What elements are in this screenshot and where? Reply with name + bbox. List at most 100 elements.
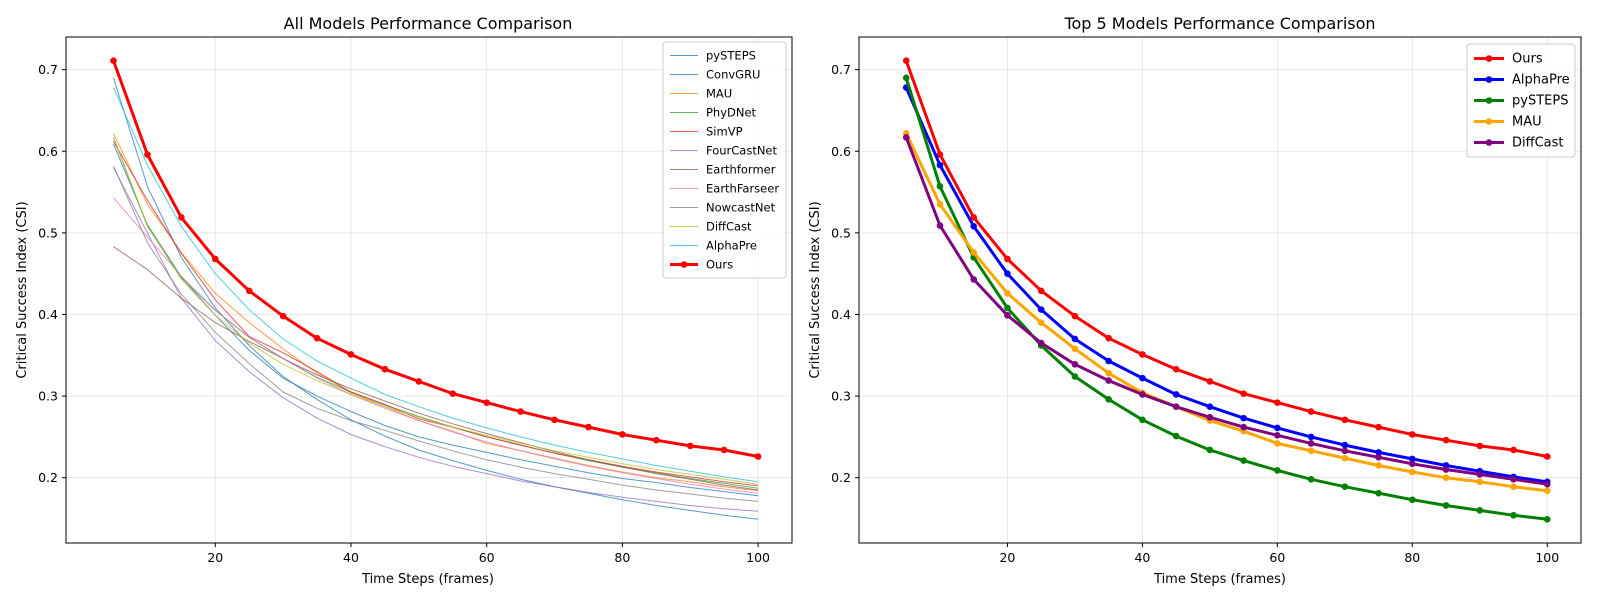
right-chart-xlabel: Time Steps (frames)	[1153, 572, 1286, 587]
right-chart-point-mau	[1105, 369, 1112, 377]
left-chart-legend-item: Earthformer	[670, 163, 776, 177]
left-chart-legend-label: EarthFarseer	[706, 182, 779, 196]
left-chart-legend-item: DiffCast	[670, 220, 752, 234]
left-chart-legend-label: Ours	[706, 258, 733, 272]
right-chart-point-ours	[1139, 351, 1146, 358]
right-chart-ytick-label: 0.6	[831, 144, 851, 159]
right-chart-point-alphapre	[1274, 424, 1281, 432]
right-chart-point-pysteps	[1071, 373, 1079, 380]
left-chart-point-ours	[449, 390, 457, 397]
left-chart-ytick-label: 0.4	[38, 307, 58, 322]
right-chart-legend-label: pySTEPS	[1512, 94, 1568, 109]
left-chart-point-ours	[619, 431, 626, 438]
left-chart-legend-item: PhyDNet	[670, 106, 757, 120]
left-chart-series-alphapre	[113, 87, 759, 483]
left-chart-point-ours	[652, 436, 660, 444]
left-chart-line-convgru	[113, 143, 759, 497]
right-chart-series-ours	[902, 57, 1551, 460]
right-chart-point-alphapre	[1240, 414, 1247, 422]
left-chart-point-ours	[211, 255, 219, 263]
left-chart-point-ours	[347, 351, 355, 358]
right-chart-point-diffcast	[1037, 339, 1045, 347]
left-chart-legend-label: pySTEPS	[706, 49, 756, 63]
right-chart-point-ours	[1307, 408, 1315, 415]
right-chart-point-ours	[1341, 416, 1349, 424]
left-chart-legend-box	[662, 41, 787, 279]
right-chart-point-alphapre	[1206, 403, 1214, 411]
right-chart-point-pysteps	[1341, 483, 1349, 490]
right-chart-legend-marker	[1485, 76, 1493, 83]
right-chart-series-alphapre	[902, 84, 1551, 486]
right-chart-point-pysteps	[1240, 457, 1247, 464]
right-chart-line-alphapre	[904, 87, 1548, 484]
left-chart-legend-item: ConvGRU	[670, 68, 760, 82]
right-chart-legend-label: AlphaPre	[1512, 73, 1570, 88]
right-chart-legend-item: pySTEPS	[1474, 94, 1568, 109]
right-chart-point-mau	[970, 249, 978, 256]
right-chart-legend-item: AlphaPre	[1474, 73, 1570, 88]
left-chart-line-simvp	[113, 141, 759, 487]
left-chart-series-fourcastnet	[113, 167, 759, 512]
right-chart-point-mau	[1375, 462, 1382, 469]
right-chart-point-ours	[1476, 442, 1484, 450]
right-chart-line-pysteps	[904, 77, 1548, 521]
right-chart-point-diffcast	[1206, 414, 1214, 421]
left-chart-legend-label: ConvGRU	[706, 68, 760, 82]
right-chart-point-ours	[1375, 423, 1382, 431]
right-chart-point-alphapre	[936, 161, 944, 169]
right-chart-point-alphapre	[1071, 335, 1079, 343]
left-chart-legend-label: FourCastNet	[706, 144, 778, 158]
right-chart-point-diffcast	[1071, 360, 1079, 368]
right-chart-legend-marker	[1485, 139, 1493, 146]
right-chart-point-pysteps	[1375, 489, 1382, 497]
right-chart-point-pysteps	[1543, 516, 1551, 523]
right-chart-point-alphapre	[1105, 357, 1112, 365]
right-chart-point-pysteps	[902, 74, 910, 82]
left-chart-point-ours	[483, 399, 490, 406]
left-chart-legend-label: Earthformer	[706, 163, 776, 177]
right-chart-title: Top 5 Models Performance Comparison	[1063, 14, 1375, 33]
right-chart-point-diffcast	[1510, 476, 1517, 483]
left-chart-legend-item: EarthFarseer	[670, 182, 779, 196]
left-chart-legend-item: SimVP	[670, 125, 743, 139]
left-chart-point-ours	[110, 57, 117, 64]
left-chart-series-convgru	[113, 143, 759, 497]
right-chart-legend-label: Ours	[1512, 52, 1543, 67]
right-chart-point-pysteps	[1476, 507, 1484, 514]
left-chart-line-pysteps	[113, 77, 759, 520]
right-chart-point-diffcast	[1375, 454, 1382, 461]
right-chart-point-ours	[1071, 312, 1079, 320]
right-chart-legend-item: MAU	[1474, 115, 1542, 130]
right-chart-ytick-label: 0.7	[831, 62, 851, 77]
right-chart-ticks: 20 40 60 80 100 0.2 0.3 0.4 0.5 0.6 0.7	[831, 62, 1559, 565]
left-chart-ytick-label: 0.5	[38, 225, 58, 240]
right-chart-point-mau	[1409, 468, 1416, 476]
right-chart-point-mau	[1341, 454, 1349, 462]
left-chart-title: All Models Performance Comparison	[284, 14, 573, 33]
right-chart-point-ours	[1105, 334, 1112, 342]
left-chart-line-fourcastnet	[113, 167, 759, 512]
right-chart-point-ours	[1240, 390, 1247, 397]
left-chart-ytick-label: 0.3	[38, 389, 58, 404]
right-chart-point-mau	[1037, 319, 1045, 326]
left-chart-legend-label: MAU	[706, 87, 732, 101]
right-chart-point-alphapre	[1409, 455, 1416, 463]
left-chart-point-ours	[754, 453, 762, 460]
right-chart-series-diffcast	[902, 134, 1551, 488]
right-chart-line-mau	[904, 132, 1548, 493]
right-chart-ylabel: Critical Success Index (CSI)	[808, 201, 823, 378]
right-chart-legend: Ours AlphaPre pySTEPS MAU DiffCast	[1466, 43, 1576, 158]
left-chart-xtick-label: 60	[479, 550, 495, 565]
right-chart-point-diffcast	[1240, 423, 1247, 431]
left-chart-point-ours	[279, 312, 287, 320]
right-chart-legend-box	[1466, 43, 1576, 158]
left-chart-legend-marker	[680, 261, 688, 268]
left-chart-series	[110, 57, 762, 520]
right-chart-line-diffcast	[904, 136, 1548, 486]
right-chart-xtick-label: 60	[1269, 550, 1285, 565]
right-chart-line-ours	[904, 60, 1548, 458]
right-chart-point-mau	[1543, 487, 1551, 495]
right-chart-ytick-label: 0.2	[831, 470, 851, 485]
left-chart-xtick-label: 100	[746, 550, 770, 565]
